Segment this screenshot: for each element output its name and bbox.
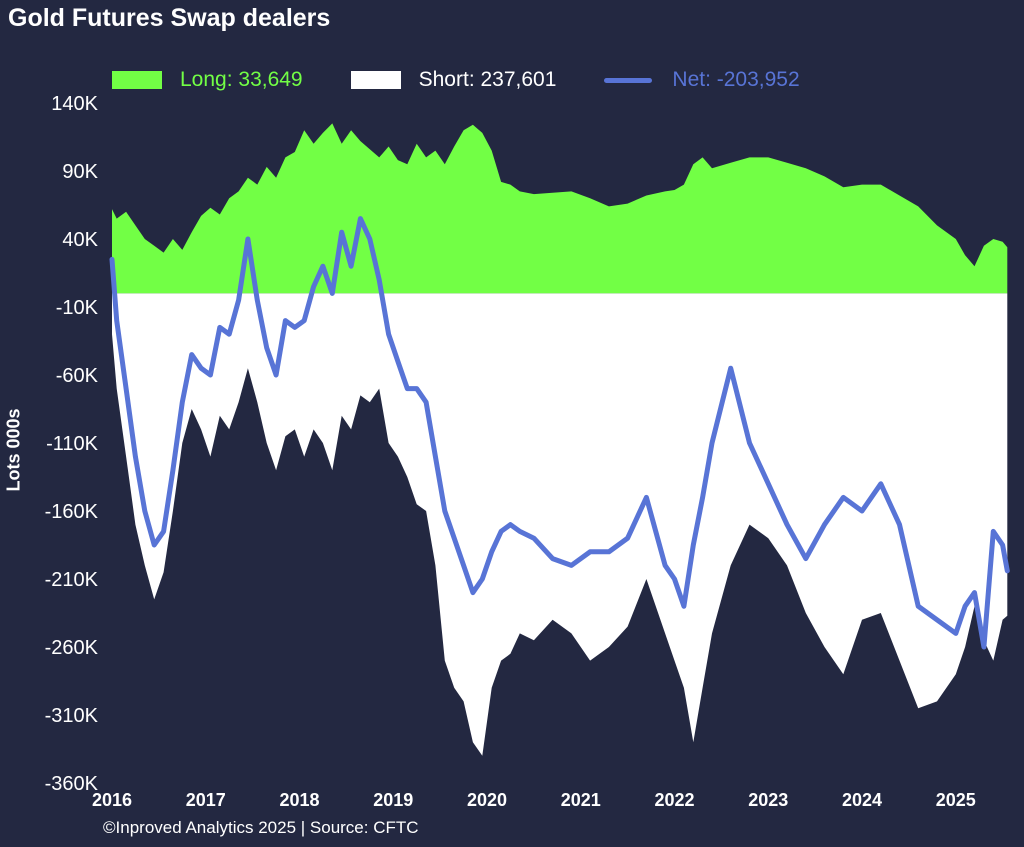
y-tick-label: 90K xyxy=(62,161,98,183)
y-ticks: 140K 90K 40K -10K -60K -110K -160K -210K -260K -3… xyxy=(45,93,99,795)
y-tick-label: -310K xyxy=(45,705,99,727)
chart-title: Gold Futures Swap dealers xyxy=(8,4,331,32)
x-tick-label: 2024 xyxy=(842,790,882,810)
long-swatch-icon xyxy=(112,71,162,89)
y-tick-label: -360K xyxy=(45,773,99,795)
legend-item-net[interactable]: Net: -203,952 xyxy=(604,68,800,92)
series-net-line xyxy=(109,216,1010,650)
area-layer xyxy=(112,123,1008,756)
source-footer: ©Inproved Analytics 2025 | Source: CFTC xyxy=(103,818,419,837)
series-long-area xyxy=(112,123,1008,294)
line-layer xyxy=(109,216,1010,650)
y-tick-label: -210K xyxy=(45,569,99,591)
x-ticks: 2016 2017 2018 2019 2020 2021 2022 2023 2024 2025 xyxy=(92,790,976,810)
y-tick-label: -60K xyxy=(56,365,99,387)
y-tick-label: 140K xyxy=(51,93,98,115)
x-tick-label: 2020 xyxy=(467,790,507,810)
x-tick-label: 2018 xyxy=(279,790,319,810)
series-short-area xyxy=(112,293,1008,756)
legend-item-long[interactable]: Long: 33,649 xyxy=(112,68,303,92)
short-swatch-icon xyxy=(350,71,401,89)
legend-item-short[interactable]: Short: 237,601 xyxy=(350,68,557,92)
y-tick-label: -260K xyxy=(45,637,99,659)
x-tick-label: 2022 xyxy=(654,790,694,810)
x-tick-label: 2017 xyxy=(186,790,226,810)
x-tick-label: 2023 xyxy=(748,790,788,810)
x-tick-label: 2025 xyxy=(936,790,976,810)
x-tick-label: 2021 xyxy=(561,790,601,810)
y-tick-label: 40K xyxy=(62,229,98,251)
legend-long-label: Long: 33,649 xyxy=(180,68,303,91)
legend-net-label: Net: -203,952 xyxy=(672,68,800,91)
legend-short-label: Short: 237,601 xyxy=(418,68,557,91)
x-tick-label: 2016 xyxy=(92,790,132,810)
x-tick-label: 2019 xyxy=(373,790,413,810)
y-tick-label: -160K xyxy=(45,501,99,523)
net-swatch-icon xyxy=(604,77,653,83)
legend: Long: 33,649 Short: 237,601 Net: -203,95… xyxy=(112,64,848,96)
y-tick-label: -110K xyxy=(46,433,99,455)
y-tick-label: -10K xyxy=(56,297,99,319)
